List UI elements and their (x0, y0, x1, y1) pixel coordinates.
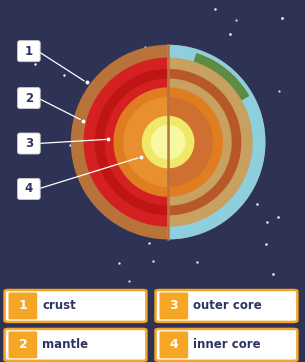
Text: 2: 2 (25, 92, 33, 105)
Polygon shape (124, 98, 168, 186)
Polygon shape (168, 58, 252, 226)
Polygon shape (152, 126, 185, 159)
Polygon shape (168, 70, 241, 215)
Text: outer core: outer core (193, 299, 262, 312)
Polygon shape (114, 88, 222, 196)
FancyBboxPatch shape (160, 292, 188, 319)
Text: 4: 4 (170, 338, 178, 352)
Polygon shape (142, 117, 194, 168)
Text: crust: crust (42, 299, 76, 312)
Text: 1: 1 (25, 45, 33, 58)
Polygon shape (168, 46, 265, 239)
FancyBboxPatch shape (17, 41, 40, 62)
FancyBboxPatch shape (5, 290, 146, 322)
Text: inner core: inner core (193, 338, 261, 352)
Polygon shape (190, 54, 249, 107)
Polygon shape (168, 79, 231, 205)
FancyBboxPatch shape (9, 292, 37, 319)
Polygon shape (71, 46, 265, 239)
Polygon shape (84, 58, 168, 226)
FancyBboxPatch shape (17, 88, 40, 109)
FancyBboxPatch shape (17, 178, 40, 199)
Text: 1: 1 (19, 299, 27, 312)
Text: 4: 4 (25, 182, 33, 195)
FancyBboxPatch shape (5, 329, 146, 361)
Polygon shape (95, 70, 168, 215)
FancyBboxPatch shape (156, 290, 297, 322)
Text: mantle: mantle (42, 338, 88, 352)
Text: 3: 3 (170, 299, 178, 312)
Text: 3: 3 (25, 137, 33, 150)
FancyBboxPatch shape (160, 332, 188, 358)
Polygon shape (105, 79, 168, 205)
FancyBboxPatch shape (9, 332, 37, 358)
Text: 2: 2 (19, 338, 27, 352)
FancyBboxPatch shape (17, 133, 40, 154)
Polygon shape (168, 98, 212, 186)
FancyBboxPatch shape (156, 329, 297, 361)
